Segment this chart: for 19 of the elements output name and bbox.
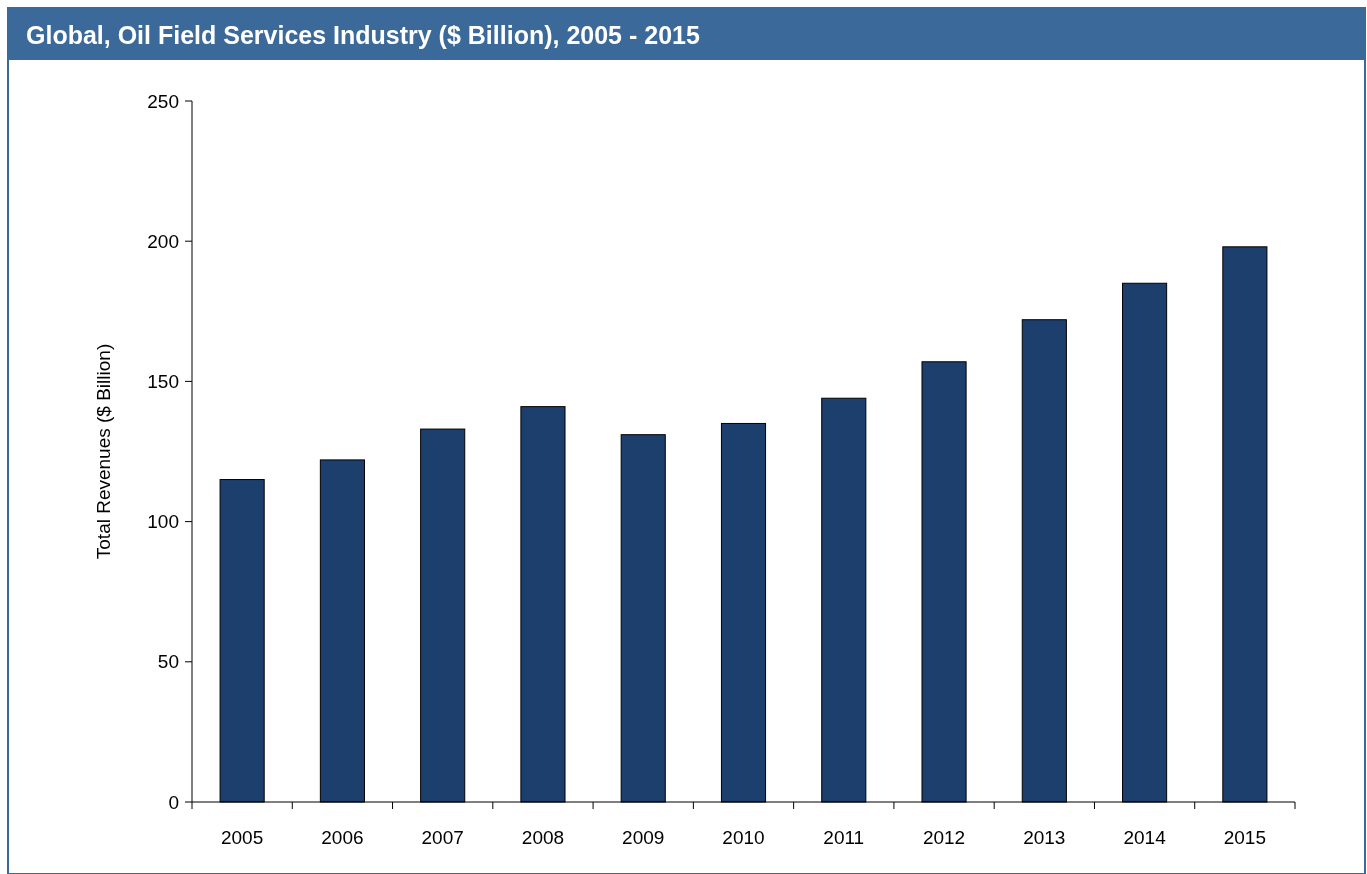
x-tick-label: 2012: [922, 827, 966, 848]
x-tick-label: 2008: [521, 827, 565, 848]
x-tick-label: 2014: [1123, 827, 1167, 848]
y-tick-label: 100: [147, 511, 179, 533]
y-tick-label: 250: [147, 90, 179, 112]
y-tick-label: 0: [168, 791, 179, 813]
y-axis-title: Total Revenues ($ Billion): [93, 343, 114, 560]
chart-title: Global, Oil Field Services Industry ($ Billion), 2005 - 2015: [26, 21, 700, 49]
x-tick-label: 2005: [221, 827, 264, 848]
x-tick-label: 2013: [1023, 827, 1066, 848]
x-tick-label: 2009: [622, 827, 665, 848]
x-tick-label: 2007: [421, 827, 464, 848]
y-tick-label: 200: [147, 230, 179, 252]
x-tick-label: 2015: [1223, 827, 1266, 848]
y-tick-label: 150: [147, 371, 179, 393]
x-tick-label: 2011: [823, 827, 865, 848]
x-tick-label: 2010: [722, 827, 765, 848]
x-tick-label: 2006: [321, 827, 364, 848]
y-tick-label: 50: [157, 651, 179, 673]
